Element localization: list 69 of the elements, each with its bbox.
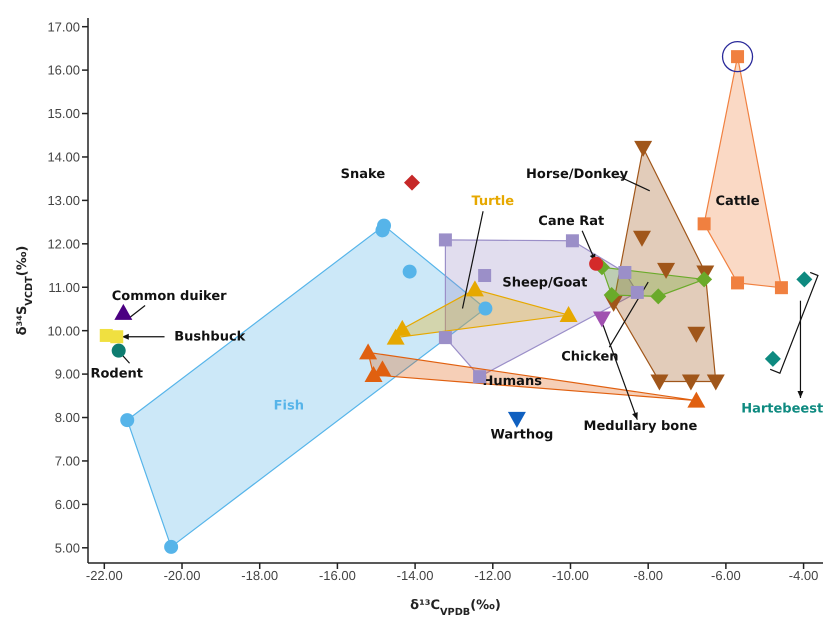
y-tick-label: 10.00 <box>47 323 80 338</box>
point <box>438 233 452 246</box>
y-tick-label: 6.00 <box>54 496 80 512</box>
point <box>632 230 651 247</box>
series-label: Snake <box>340 166 386 182</box>
point <box>604 287 620 304</box>
point <box>592 312 611 328</box>
y-tick-label: 15.00 <box>47 106 80 122</box>
point <box>112 344 126 358</box>
x-tick-label: -16.00 <box>318 568 356 584</box>
point <box>618 266 632 279</box>
point <box>164 540 178 554</box>
series-label: Warthog <box>490 427 554 442</box>
y-tick-label: 13.00 <box>47 193 80 208</box>
text: Medullary bone <box>584 418 698 434</box>
point <box>110 330 124 344</box>
point <box>508 412 526 428</box>
y-tick-label: 17.00 <box>47 19 80 34</box>
point <box>650 374 668 390</box>
y-tick-label: 14.00 <box>47 150 80 165</box>
y-tick-label: 11.00 <box>48 280 80 295</box>
point <box>438 331 452 344</box>
text: Cane Rat <box>538 214 604 229</box>
point <box>114 304 132 320</box>
text: Fish <box>274 398 304 414</box>
text: Turtle <box>471 194 514 209</box>
point <box>796 271 812 288</box>
series-label: Sheep/Goat <box>502 275 588 290</box>
point <box>650 288 666 304</box>
point <box>120 413 134 428</box>
point <box>687 392 706 408</box>
x-tick-label: -6.00 <box>711 568 741 584</box>
x-tick-label: -18.00 <box>241 568 278 584</box>
point <box>359 343 378 360</box>
point <box>566 234 579 248</box>
point <box>764 350 781 367</box>
point <box>404 174 420 191</box>
point <box>706 374 725 390</box>
point <box>364 366 383 382</box>
point <box>478 302 492 316</box>
series-label: Common duiker <box>112 288 228 304</box>
point <box>466 280 484 296</box>
point <box>634 140 652 157</box>
point <box>657 262 676 279</box>
y-tick-label: 8.00 <box>54 410 80 426</box>
x-axis-title: δ¹³C$_{VPDB}$(‰) <box>410 598 501 618</box>
x-tick-label: -10.00 <box>552 568 589 584</box>
text: Hartebeest <box>741 401 824 416</box>
x-tick-label: -20.00 <box>164 568 200 584</box>
y-tick-label: 5.00 <box>54 540 80 556</box>
point <box>478 269 492 282</box>
x-tick-label: -12.00 <box>474 568 512 584</box>
series-label: Horse/Donkey <box>526 166 629 182</box>
point <box>560 306 578 322</box>
series-label: Rodent <box>90 366 144 382</box>
point <box>687 326 706 343</box>
x-tick-label: -22.00 <box>86 568 123 584</box>
point <box>630 286 644 299</box>
y-tick-label: 12.00 <box>47 236 80 252</box>
point <box>589 256 604 271</box>
x-tick-label: -8.00 <box>633 568 664 584</box>
point <box>682 374 700 390</box>
y-tick-label: 16.00 <box>47 62 80 78</box>
x-tick-label: -14.00 <box>396 568 434 584</box>
y-tick-label: 7.00 <box>54 454 80 469</box>
point <box>386 328 405 345</box>
point <box>402 264 417 279</box>
x-tick-label: -4.00 <box>788 568 818 584</box>
y-tick-label: 9.00 <box>54 366 80 382</box>
